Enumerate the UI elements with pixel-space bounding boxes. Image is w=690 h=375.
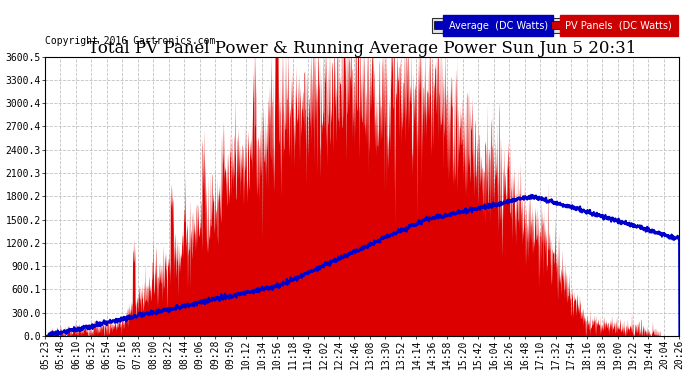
Text: Copyright 2016 Cartronics.com: Copyright 2016 Cartronics.com — [45, 36, 215, 45]
Legend: Average  (DC Watts), PV Panels  (DC Watts): Average (DC Watts), PV Panels (DC Watts) — [432, 18, 675, 33]
Title: Total PV Panel Power & Running Average Power Sun Jun 5 20:31: Total PV Panel Power & Running Average P… — [88, 39, 636, 57]
